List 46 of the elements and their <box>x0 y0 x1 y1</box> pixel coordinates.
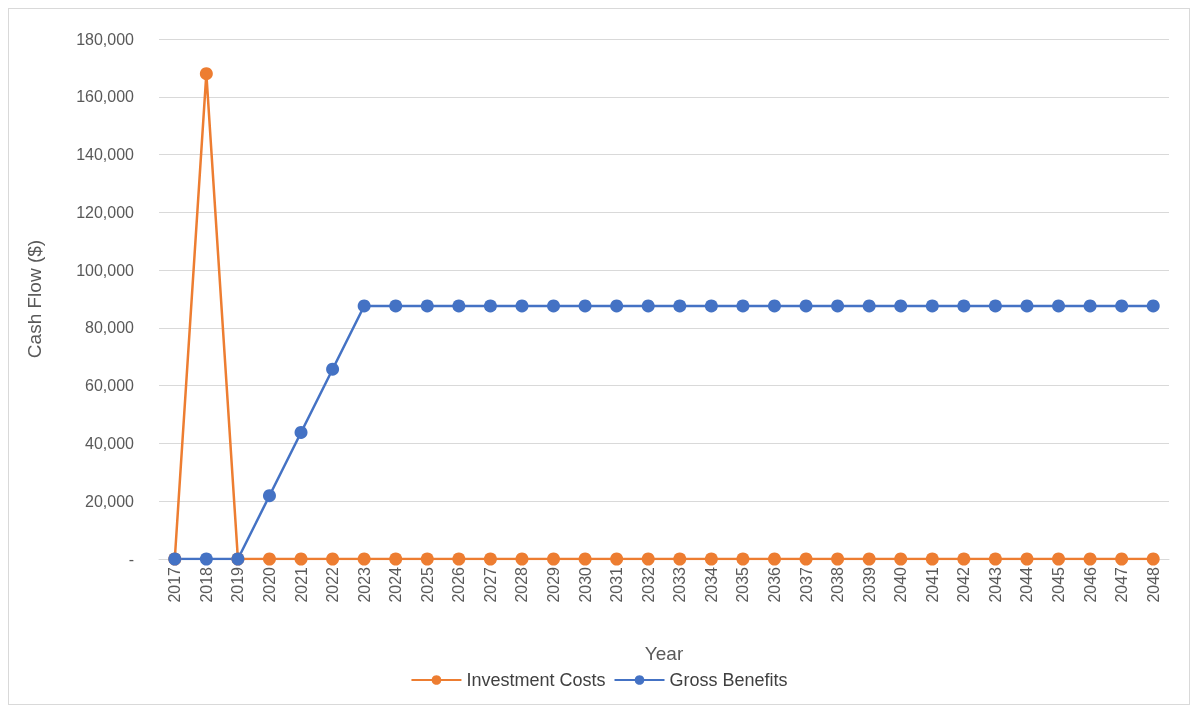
x-tick-label: 2036 <box>765 566 783 603</box>
x-tick-label: 2037 <box>797 566 815 603</box>
x-tick-label: 2035 <box>734 566 752 603</box>
x-tick-label: 2033 <box>671 566 689 603</box>
x-tick-label: 2046 <box>1081 566 1099 603</box>
x-tick-label: 2023 <box>355 566 373 603</box>
x-tick-label: 2031 <box>608 566 626 603</box>
x-tick-label: 2032 <box>639 566 657 603</box>
x-tick-label: 2043 <box>986 566 1004 603</box>
x-tick-label: 2034 <box>702 566 720 603</box>
x-tick-label: 2022 <box>324 566 342 603</box>
y-tick-label: 140,000 <box>76 146 135 164</box>
x-tick-label: 2029 <box>545 566 563 603</box>
y-tick-label: 120,000 <box>76 203 135 221</box>
y-tick-label: 60,000 <box>85 377 135 395</box>
y-tick-label: 160,000 <box>76 88 135 106</box>
x-tick-label: 2027 <box>481 566 499 603</box>
x-tick-label: 2024 <box>387 566 405 603</box>
x-tick-label: 2019 <box>229 566 247 603</box>
y-tick-label: 100,000 <box>76 261 135 279</box>
legend-label: Gross Benefits <box>669 670 788 690</box>
y-tick-label: 40,000 <box>85 434 135 452</box>
x-tick-label: 2026 <box>450 566 468 603</box>
y-tick-label: 20,000 <box>85 492 135 510</box>
y-axis-title: Cash Flow ($) <box>24 239 45 359</box>
x-tick-label: 2047 <box>1113 566 1131 603</box>
y-tick-label: 80,000 <box>85 319 135 337</box>
x-tick-label: 2028 <box>513 566 531 603</box>
x-tick-label: 2018 <box>197 566 215 603</box>
x-tick-label: 2038 <box>829 566 847 603</box>
x-tick-label: 2020 <box>260 566 278 603</box>
x-tick-label: 2042 <box>955 566 973 603</box>
x-axis-title: Year <box>644 643 684 664</box>
x-tick-label: 2041 <box>923 566 941 603</box>
x-tick-label: 2045 <box>1050 566 1068 603</box>
x-tick-label: 2030 <box>576 566 594 603</box>
x-tick-label: 2039 <box>860 566 878 603</box>
x-tick-label: 2021 <box>292 566 310 603</box>
y-tick-label: - <box>128 550 134 568</box>
x-tick-label: 2044 <box>1018 566 1036 603</box>
y-tick-label: 180,000 <box>76 30 135 48</box>
x-tick-label: 2017 <box>166 566 184 603</box>
legend-label: Investment Costs <box>466 670 606 690</box>
x-tick-label: 2025 <box>418 566 436 603</box>
x-tick-label: 2048 <box>1144 566 1162 603</box>
x-tick-label: 2040 <box>892 566 910 603</box>
